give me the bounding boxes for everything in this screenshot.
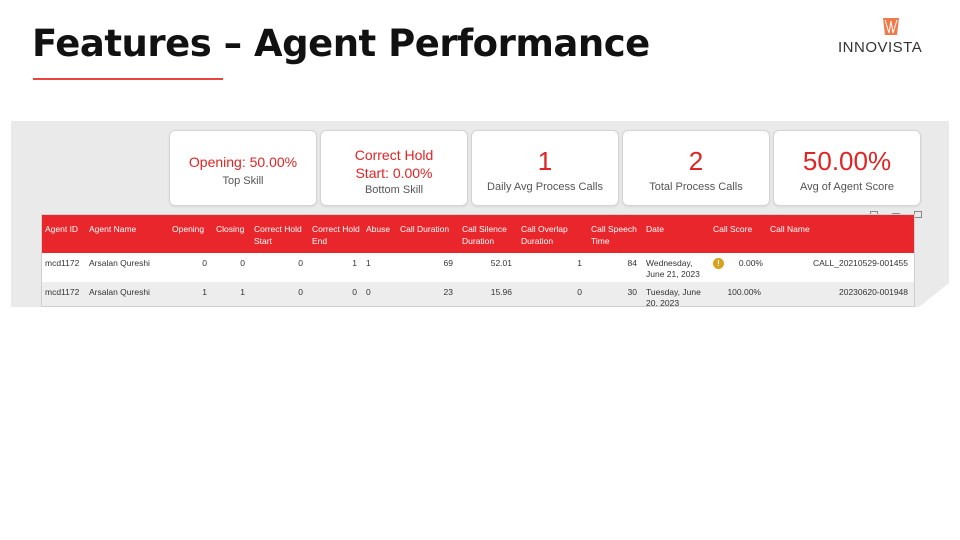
kpi-value: Opening: 50.00%	[188, 154, 298, 170]
column-header[interactable]: Call Speech Time	[588, 215, 643, 253]
column-header[interactable]: Call Overlap Duration	[518, 215, 588, 253]
cell-abuse: 0	[363, 282, 397, 306]
score-value: 0.00%	[738, 258, 763, 268]
focus-mode-icon[interactable]	[914, 211, 922, 218]
visual-header-icons	[856, 203, 922, 218]
kpi-label: Top Skill	[222, 175, 264, 187]
kpi-card-total-calls: 2 Total Process Calls	[622, 130, 770, 206]
cell-duration: 69	[443, 258, 453, 268]
column-header[interactable]: Closing	[213, 215, 251, 253]
column-header[interactable]: Date	[643, 215, 710, 253]
cell-call-name: CALL_20210529-001455	[812, 258, 908, 268]
column-header[interactable]: Opening	[169, 215, 213, 253]
column-header[interactable]: Abuse	[363, 215, 397, 253]
kpi-card-top-skill: Opening: 50.00% Top Skill	[169, 130, 317, 206]
kpi-card-daily-avg: 1 Daily Avg Process Calls	[471, 130, 619, 206]
kpi-label: Daily Avg Process Calls	[487, 181, 603, 193]
cell-speech: 30	[588, 282, 643, 306]
cell-score: 100.00%	[710, 282, 767, 306]
kpi-value: 2	[688, 146, 704, 176]
cell-opening: 0	[202, 258, 207, 268]
cell-hold-start: 0	[251, 282, 309, 306]
kpi-value: Correct Hold Start: 0.00%	[354, 147, 434, 181]
column-header[interactable]: Call Duration	[397, 215, 459, 253]
kpi-label: Avg of Agent Score	[800, 181, 894, 193]
cell-abuse: 1	[366, 258, 371, 268]
cell-closing: 1	[213, 282, 251, 306]
cell-date: Tuesday, June 20, 2023	[643, 282, 710, 306]
kpi-card-bottom-skill: Correct Hold Start: 0.00% Bottom Skill	[320, 130, 468, 206]
slide-title: Features – Agent Performance	[32, 22, 650, 65]
dashboard-screenshot: Opening: 50.00% Top Skill Correct Hold S…	[11, 121, 949, 307]
logo-mark-icon	[883, 18, 899, 35]
kpi-value: 50.00%	[802, 146, 892, 176]
cell-call-name: 20230620-001948	[767, 282, 914, 306]
kpi-label: Bottom Skill	[364, 184, 424, 196]
cell-silence: 15.96	[459, 282, 518, 306]
cell-closing: 0	[240, 258, 245, 268]
cell-agent-id: mcd1172	[45, 258, 80, 268]
warning-icon: !	[713, 258, 724, 269]
kpi-label: Total Process Calls	[649, 181, 743, 193]
cell-agent-id: mcd1172	[42, 282, 86, 306]
cell-silence: 52.01	[490, 258, 512, 268]
column-header[interactable]: Correct Hold Start	[251, 215, 309, 253]
cell-duration: 23	[397, 282, 459, 306]
corner-decoration	[919, 283, 949, 307]
logo-text: INNOVISTA	[838, 39, 923, 56]
title-underline	[33, 78, 223, 80]
more-options-icon[interactable]	[892, 212, 900, 215]
cell-speech: 84	[627, 258, 637, 268]
column-header[interactable]: Call Silence Duration	[459, 215, 518, 253]
table-row[interactable]: mcd1172 Arsalan Qureshi 1 1 0 0 0 23 15.…	[42, 282, 914, 306]
column-header[interactable]: Agent Name	[86, 215, 169, 253]
table-header-row: Agent ID Agent Name Opening Closing Corr…	[42, 215, 914, 253]
column-header[interactable]: Agent ID	[42, 215, 86, 253]
innovista-logo: INNOVISTA	[838, 14, 948, 60]
kpi-value: 1	[537, 146, 553, 176]
cell-hold-end: 0	[309, 282, 363, 306]
agent-performance-table: Agent ID Agent Name Opening Closing Corr…	[41, 214, 915, 307]
column-header[interactable]: Call Name	[767, 215, 914, 253]
cell-overlap: 0	[518, 282, 588, 306]
column-header[interactable]: Call Score	[710, 215, 767, 253]
kpi-card-avg-score: 50.00% Avg of Agent Score	[773, 130, 921, 206]
cell-overlap: 1	[577, 258, 582, 268]
cell-opening: 1	[169, 282, 213, 306]
cell-hold-end: 1	[352, 258, 357, 268]
column-header[interactable]: Correct Hold End	[309, 215, 363, 253]
cell-hold-start: 0	[298, 258, 303, 268]
cell-date: Wednesday, June 21, 2023	[646, 258, 700, 279]
table-row[interactable]: mcd1172 Arsalan Qureshi 0 0 0 1 1 69 52.…	[42, 253, 914, 282]
cell-agent-name: Arsalan Qureshi	[86, 282, 169, 306]
cell-agent-name: Arsalan Qureshi	[89, 258, 150, 268]
cell-score: ! 0.00%	[710, 253, 767, 282]
